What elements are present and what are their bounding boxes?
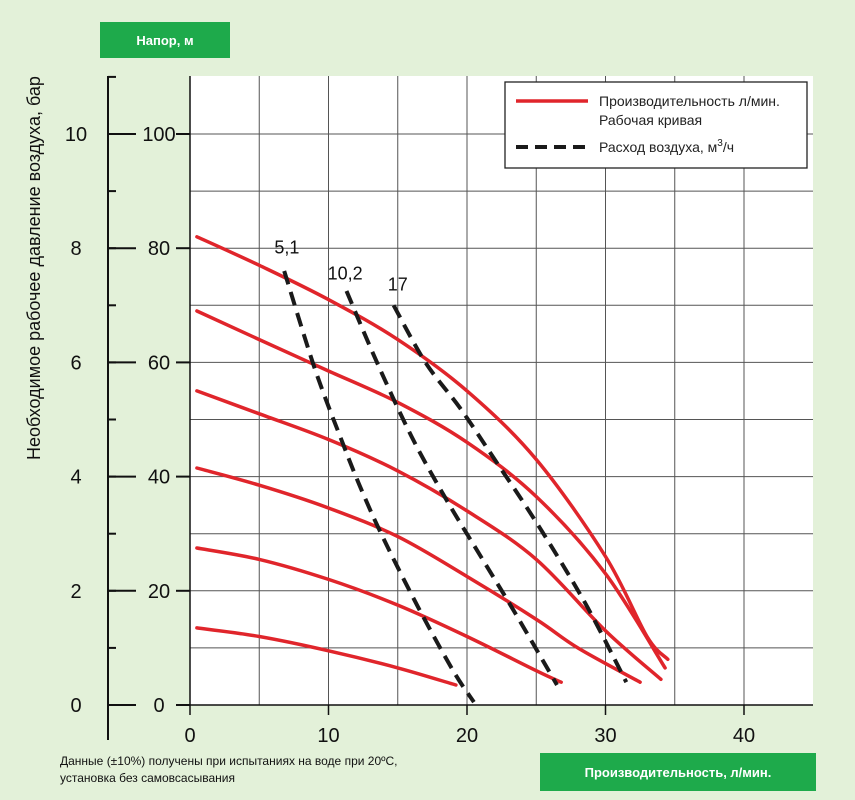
y-tick-label-80: 80 xyxy=(148,238,170,260)
legend-dashed-text: Расход воздуха, м xyxy=(599,139,717,155)
air-consumption-lines: 5,1 10,2 17 xyxy=(274,238,629,704)
performance-curve-6 xyxy=(195,626,458,687)
plot-area xyxy=(190,76,813,705)
performance-curve-5 xyxy=(195,546,563,684)
x-tick-label-20: 20 xyxy=(456,725,478,747)
y-tick-label-0: 0 xyxy=(153,695,164,717)
x-tick-label-10: 10 xyxy=(317,725,339,747)
y-axis-badge: Напор, м xyxy=(100,22,230,58)
legend-dashed-sup: 3 xyxy=(717,138,723,149)
x-tick-label-40: 40 xyxy=(733,725,755,747)
bar-tick-label-6: 6 xyxy=(70,352,81,374)
legend-solid-label-1: Производительность л/мин. xyxy=(599,93,780,109)
bar-tick-label-8: 8 xyxy=(70,238,81,260)
x-tick-label-30: 30 xyxy=(594,725,616,747)
y-tick-label-100: 100 xyxy=(142,124,175,146)
legend-box xyxy=(504,81,808,169)
y-tick-label-60: 60 xyxy=(148,352,170,374)
footnote-line-1: Данные (±10%) получены при испытаниях на… xyxy=(60,754,398,768)
legend-dashed-suffix: /ч xyxy=(723,139,734,155)
x-tick-label-0: 0 xyxy=(184,725,195,747)
air-line-label-1: 5,1 xyxy=(274,238,299,258)
air-line-2 xyxy=(344,290,559,687)
footnote: Данные (±10%) получены при испытаниях на… xyxy=(60,753,520,787)
legend-dashed-label: Расход воздуха, м3/ч xyxy=(599,138,734,155)
bar-tick-label-4: 4 xyxy=(70,467,81,489)
performance-curve-2 xyxy=(195,309,667,670)
grid-lines xyxy=(190,76,813,705)
bar-tick-label-0: 0 xyxy=(70,695,81,717)
air-line-label-3: 17 xyxy=(388,275,408,295)
air-line-label-2: 10,2 xyxy=(328,263,363,283)
x-axis-badge: Производительность, л/мин. xyxy=(540,753,816,791)
footnote-line-2: установка без самовсасывания xyxy=(60,771,235,785)
y-tick-label-40: 40 xyxy=(148,467,170,489)
bar-tick-label-10: 10 xyxy=(65,124,87,146)
air-line-1 xyxy=(282,270,476,704)
air-line-3 xyxy=(391,304,629,684)
legend-solid-label-2: Рабочая кривая xyxy=(599,112,702,128)
y-tick-label-20: 20 xyxy=(148,581,170,603)
legend: Производительность л/мин. Рабочая кривая… xyxy=(504,81,808,169)
y-axis-outer-label: Необходимое рабочее давление воздуха, ба… xyxy=(24,76,44,460)
axes xyxy=(107,75,813,740)
performance-curve-4 xyxy=(195,466,642,684)
bar-tick-label-2: 2 xyxy=(70,581,81,603)
